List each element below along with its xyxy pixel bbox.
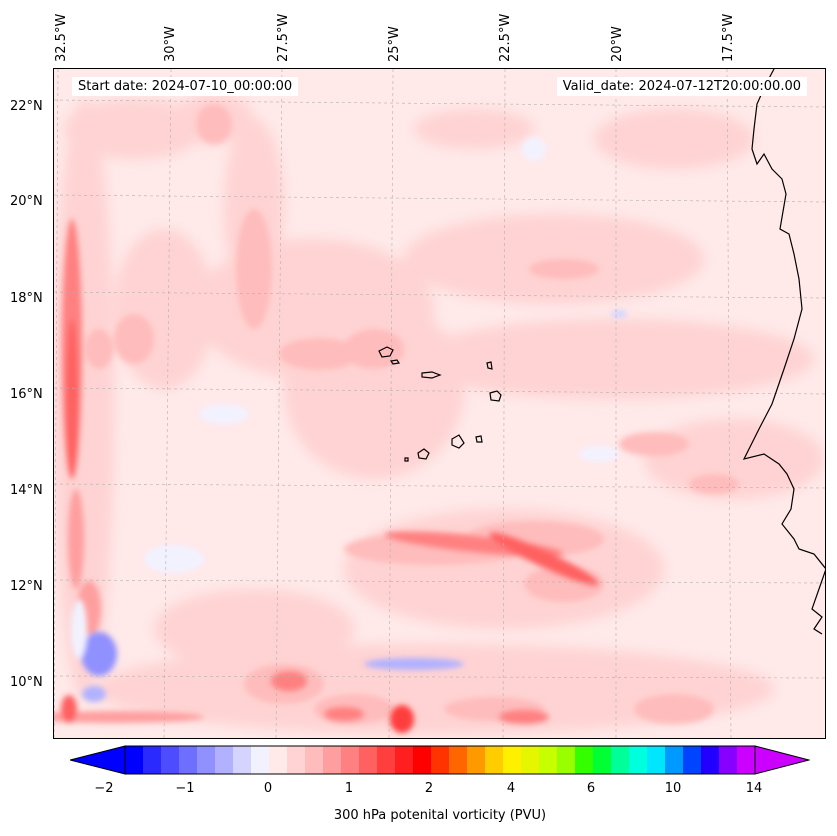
colorbar-segment [593, 746, 612, 774]
graticule [54, 69, 825, 738]
colorbar-segment [719, 746, 738, 774]
colorbar-segment [395, 746, 414, 774]
colorbar-tick-2: 2 [424, 781, 434, 796]
colorbar-segment [737, 746, 756, 774]
colorbar-segment [701, 746, 720, 774]
colorbar-segment [233, 746, 252, 774]
pv-map-panel: Start date: 2024-07-10_00:00:00 Valid_da… [53, 68, 826, 739]
colorbar-arrow-left [70, 745, 126, 775]
colorbar-segment [629, 746, 648, 774]
colorbar-tick-0: 0 [263, 781, 273, 796]
pv-contour-negative [71, 137, 627, 702]
colorbar-tick-14: 14 [745, 781, 763, 796]
colorbar-segment [197, 746, 216, 774]
colorbar-segment [341, 746, 360, 774]
colorbar-segment [413, 746, 432, 774]
colorbar-segment [503, 746, 522, 774]
colorbar-segment [377, 746, 396, 774]
colorbar-segment [323, 746, 342, 774]
lon-label-20W: 20°W [610, 26, 625, 62]
colorbar-segment [359, 746, 378, 774]
start-date-label: Start date: 2024-07-10_00:00:00 [72, 77, 299, 96]
pv-field-map [54, 69, 825, 738]
lon-label-17.5W: 17.5°W [721, 13, 736, 62]
africa-coastline [742, 69, 825, 635]
colorbar-segment [647, 746, 666, 774]
colorbar-segment [161, 746, 180, 774]
colorbar-segment [125, 746, 144, 774]
lon-label-30W: 30°W [163, 26, 178, 62]
colorbar-segment [467, 746, 486, 774]
colorbar-title: 300 hPa potenital vorticity (PVU) [333, 808, 547, 823]
cape-verde-islands [378, 346, 502, 462]
lon-label-25W: 25°W [387, 26, 402, 62]
colorbar-segment [575, 746, 594, 774]
lat-label-12N: 12°N [10, 579, 43, 594]
lon-label-22.5W: 22.5°W [498, 13, 513, 62]
pv-contour-high [54, 219, 599, 733]
colorbar-segment [665, 746, 684, 774]
colorbar-segment [485, 746, 504, 774]
colorbar-segment [287, 746, 306, 774]
colorbar-segment [179, 746, 198, 774]
colorbar-segment [269, 746, 288, 774]
colorbar-segment [683, 746, 702, 774]
lat-label-20N: 20°N [10, 194, 43, 209]
colorbar-arrow-right [754, 745, 810, 775]
lon-label-32.5W: 32.5°W [54, 13, 69, 62]
colorbar-segment [143, 746, 162, 774]
colorbar-segment [431, 746, 450, 774]
lat-label-18N: 18°N [10, 291, 43, 306]
colorbar-tick-4: 4 [506, 781, 516, 796]
colorbar [70, 745, 810, 775]
lat-label-14N: 14°N [10, 483, 43, 498]
colorbar-segment [611, 746, 630, 774]
lon-label-27.5W: 27.5°W [276, 13, 291, 62]
colorbar-tick-10: 10 [664, 781, 682, 796]
colorbar-segment [539, 746, 558, 774]
colorbar-segment [215, 746, 234, 774]
colorbar-tick-6: 6 [586, 781, 596, 796]
valid-date-label: Valid_date: 2024-07-12T20:00:00.00 [556, 77, 807, 96]
colorbar-segment [521, 746, 540, 774]
colorbar-segment [449, 746, 468, 774]
colorbar-tick-neg1: −1 [175, 781, 195, 796]
colorbar-outline [124, 745, 756, 775]
colorbar-segment [557, 746, 576, 774]
colorbar-tick-1: 1 [344, 781, 354, 796]
lat-label-10N: 10°N [10, 675, 43, 690]
lat-label-22N: 22°N [10, 99, 43, 114]
lat-label-16N: 16°N [10, 387, 43, 402]
colorbar-segment [251, 746, 270, 774]
colorbar-tick-neg2: −2 [94, 781, 114, 796]
colorbar-segment [305, 746, 324, 774]
